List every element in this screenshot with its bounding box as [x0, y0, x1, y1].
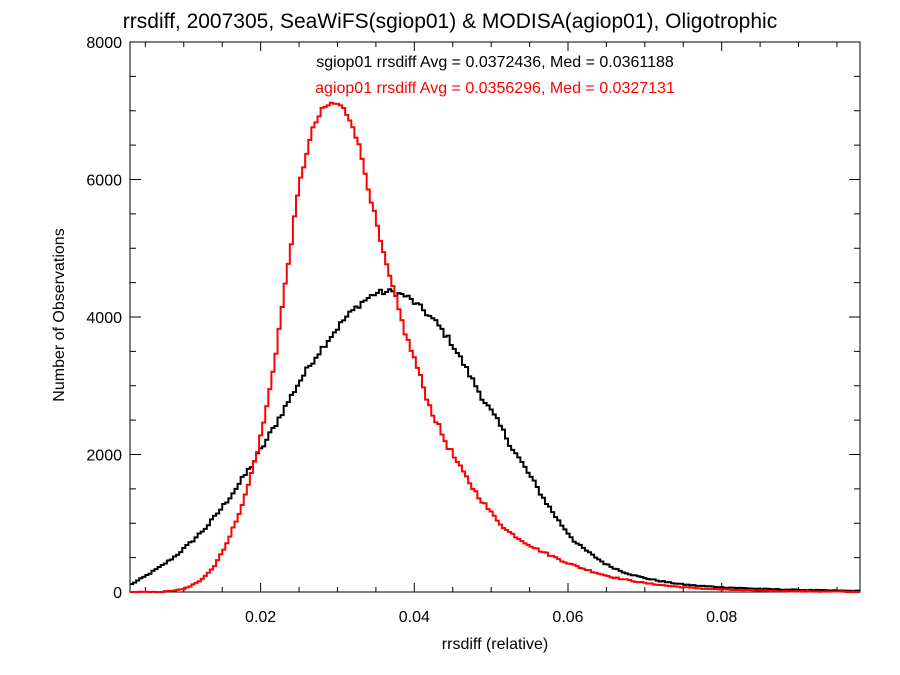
series-group: [130, 101, 860, 593]
series-agiop01-line: [130, 101, 860, 593]
annotation-agiop01-stats: agiop01 rrsdiff Avg = 0.0356296, Med = 0…: [315, 80, 675, 97]
y-axis-label: Number of Observations: [51, 228, 68, 402]
y-tick-label: 4000: [86, 310, 122, 327]
axis-ticks: 0.02 0.04 0.06 0.08 0 2000 4000 6000 8000: [86, 35, 860, 626]
y-tick-label: 8000: [86, 35, 122, 52]
chart-title: rrsdiff, 2007305, SeaWiFS(sgiop01) & MOD…: [122, 10, 778, 33]
y-tick-label: 6000: [86, 173, 122, 190]
x-tick-label: 0.08: [706, 609, 737, 626]
x-axis-label: rrsdiff (relative): [441, 636, 549, 653]
x-tick-label: 0.04: [399, 609, 430, 626]
series-sgiop01-line: [130, 288, 860, 593]
x-tick-label: 0.02: [245, 609, 276, 626]
plot-frame: [129, 41, 861, 593]
x-tick-label: 0.06: [552, 609, 583, 626]
y-tick-label: 0: [113, 585, 122, 602]
annotation-sgiop01-stats: sgiop01 rrsdiff Avg = 0.0372436, Med = 0…: [316, 54, 674, 71]
y-tick-label: 2000: [86, 448, 122, 465]
